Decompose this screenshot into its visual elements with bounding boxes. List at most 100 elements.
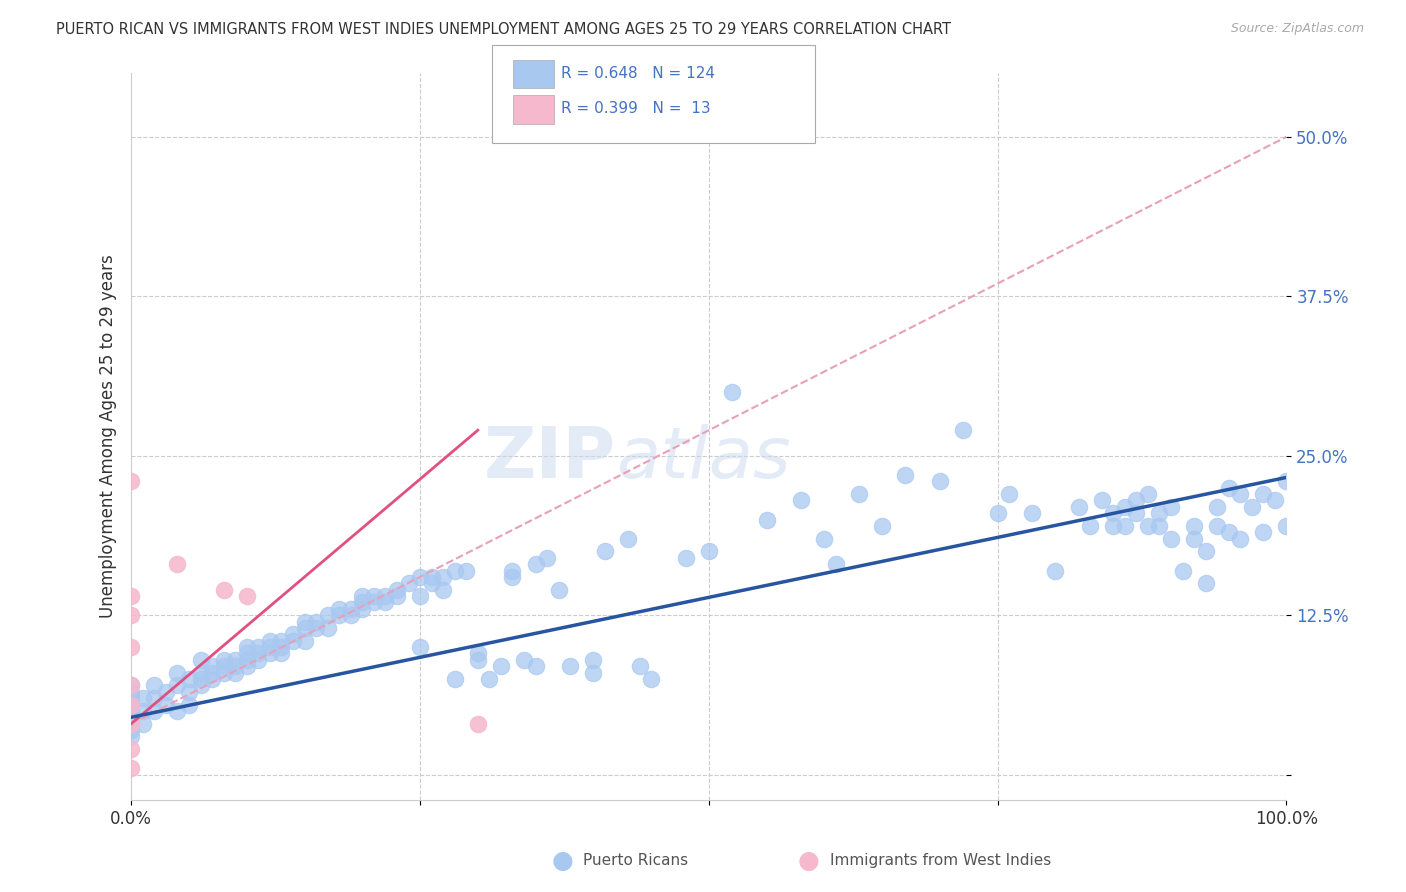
Point xyxy=(870,519,893,533)
Point xyxy=(467,716,489,731)
Point xyxy=(1253,487,1275,501)
Point xyxy=(247,640,270,654)
Y-axis label: Unemployment Among Ages 25 to 29 years: Unemployment Among Ages 25 to 29 years xyxy=(100,255,117,618)
Text: Immigrants from West Indies: Immigrants from West Indies xyxy=(830,854,1050,868)
Point xyxy=(1160,500,1182,514)
Point xyxy=(467,653,489,667)
Text: R = 0.648   N = 124: R = 0.648 N = 124 xyxy=(561,66,716,80)
Point xyxy=(640,672,662,686)
Point xyxy=(236,640,259,654)
Point xyxy=(281,633,304,648)
Point xyxy=(524,557,547,571)
Point xyxy=(374,589,396,603)
Point xyxy=(190,665,212,680)
Point xyxy=(1114,500,1136,514)
Point xyxy=(120,716,142,731)
Point xyxy=(420,576,443,591)
Point xyxy=(755,512,778,526)
Point xyxy=(1102,506,1125,520)
Point xyxy=(120,698,142,712)
Point xyxy=(524,659,547,673)
Point xyxy=(478,672,501,686)
Point xyxy=(1125,506,1147,520)
Point xyxy=(1021,506,1043,520)
Point xyxy=(894,467,917,482)
Point xyxy=(166,665,188,680)
Point xyxy=(247,647,270,661)
Point xyxy=(1149,519,1171,533)
Point xyxy=(339,602,361,616)
Point xyxy=(385,589,408,603)
Point xyxy=(120,704,142,718)
Point xyxy=(1102,519,1125,533)
Point xyxy=(120,475,142,489)
Text: ●: ● xyxy=(797,849,820,872)
Point xyxy=(132,691,155,706)
Point xyxy=(1160,532,1182,546)
Point xyxy=(1218,525,1240,540)
Point xyxy=(374,595,396,609)
Point xyxy=(316,608,339,623)
Text: atlas: atlas xyxy=(616,424,792,493)
Point xyxy=(813,532,835,546)
Point xyxy=(675,550,697,565)
Point xyxy=(1125,493,1147,508)
Point xyxy=(190,672,212,686)
Point xyxy=(259,640,281,654)
Point xyxy=(120,678,142,692)
Point xyxy=(363,595,385,609)
Point xyxy=(352,595,374,609)
Point xyxy=(132,704,155,718)
Point xyxy=(155,698,177,712)
Point xyxy=(166,704,188,718)
Point xyxy=(177,698,200,712)
Point xyxy=(443,564,465,578)
Point xyxy=(212,665,235,680)
Point xyxy=(190,653,212,667)
Point xyxy=(1229,532,1251,546)
Point xyxy=(120,698,142,712)
Point xyxy=(628,659,651,673)
Point xyxy=(928,475,950,489)
Point xyxy=(998,487,1021,501)
Point xyxy=(270,647,292,661)
Point xyxy=(143,704,166,718)
Text: R = 0.399   N =  13: R = 0.399 N = 13 xyxy=(561,102,710,116)
Point xyxy=(316,621,339,635)
Text: ZIP: ZIP xyxy=(484,424,616,493)
Point xyxy=(1114,519,1136,533)
Point xyxy=(120,608,142,623)
Point xyxy=(1091,493,1114,508)
Point xyxy=(212,659,235,673)
Point xyxy=(1229,487,1251,501)
Point xyxy=(166,678,188,692)
Point xyxy=(155,685,177,699)
Point xyxy=(409,589,432,603)
Point xyxy=(190,678,212,692)
Point xyxy=(201,665,224,680)
Point xyxy=(177,685,200,699)
Text: PUERTO RICAN VS IMMIGRANTS FROM WEST INDIES UNEMPLOYMENT AMONG AGES 25 TO 29 YEA: PUERTO RICAN VS IMMIGRANTS FROM WEST IND… xyxy=(56,22,952,37)
Point xyxy=(1194,576,1216,591)
Point xyxy=(236,659,259,673)
Point xyxy=(294,621,316,635)
Point xyxy=(721,384,744,399)
Point xyxy=(489,659,512,673)
Point xyxy=(120,640,142,654)
Point xyxy=(120,589,142,603)
Point xyxy=(501,564,523,578)
Point xyxy=(582,665,605,680)
Point xyxy=(166,557,188,571)
Point xyxy=(398,576,420,591)
Point xyxy=(560,659,582,673)
Point xyxy=(593,544,616,558)
Point xyxy=(281,627,304,641)
Point xyxy=(1206,500,1229,514)
Point xyxy=(352,602,374,616)
Point xyxy=(617,532,640,546)
Point xyxy=(339,608,361,623)
Point xyxy=(1149,506,1171,520)
Point xyxy=(294,615,316,629)
Point xyxy=(456,564,478,578)
Point xyxy=(1194,544,1216,558)
